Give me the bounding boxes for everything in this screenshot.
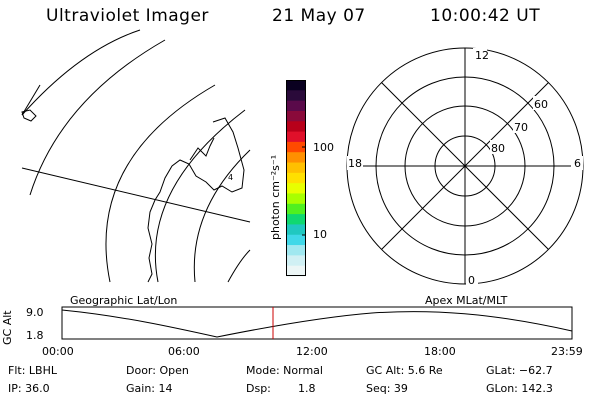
lat-circle-6 bbox=[193, 149, 251, 283]
gc-alt-status: GC Alt: 5.6 Re bbox=[366, 364, 443, 377]
colorbar-swatch bbox=[286, 80, 306, 91]
colorbar-swatch bbox=[286, 224, 306, 236]
gain-status: Gain: 14 bbox=[126, 382, 173, 395]
colorbar-border bbox=[286, 80, 306, 276]
colorbar-swatch bbox=[286, 214, 306, 226]
colorbar-unit-label: photon cm⁻²s⁻¹ bbox=[269, 154, 282, 240]
colorbar-swatch bbox=[286, 245, 306, 256]
mlt-label-18: 18 bbox=[348, 157, 362, 170]
svg-text:4: 4 bbox=[228, 173, 233, 182]
lat-circle-2 bbox=[21, 84, 41, 116]
colorbar-swatch bbox=[286, 152, 306, 164]
mlt-line-diag-2 bbox=[381, 82, 549, 250]
colorbar-swatch bbox=[286, 100, 306, 112]
colorbar-swatch bbox=[286, 90, 306, 102]
dsp-label: Dsp: bbox=[246, 382, 271, 395]
colorbar-swatch bbox=[286, 172, 306, 184]
colorbar-tick-100: 100 bbox=[313, 141, 334, 154]
colorbar-swatch bbox=[286, 121, 306, 133]
timeline-xtick-1200: 12:00 bbox=[296, 345, 328, 358]
colorbar-swatch bbox=[286, 183, 306, 195]
lat-circle-5 bbox=[154, 109, 246, 283]
lat-circle-1 bbox=[21, 29, 141, 116]
polar-grid: 12 18 6 0 60 70 80 bbox=[346, 47, 584, 287]
seq-status: Seq: 39 bbox=[366, 382, 408, 395]
timeline-axis-label: GC Alt bbox=[1, 310, 14, 345]
lat-label-70: 70 bbox=[514, 121, 528, 134]
colorbar-swatch bbox=[286, 255, 306, 267]
meridian-line bbox=[21, 167, 251, 223]
timeline-ytick-top: 9.0 bbox=[26, 306, 44, 319]
glat-status: GLat: −62.7 bbox=[486, 364, 553, 377]
timeline-right-title: Apex MLat/MLT bbox=[425, 294, 508, 307]
mode-status: Mode: Normal bbox=[246, 364, 323, 377]
altitude-curve bbox=[61, 309, 573, 338]
filter-status: Flt: LBHL bbox=[8, 364, 57, 377]
glon-status: GLon: 142.3 bbox=[486, 382, 553, 395]
lat-circle-3 bbox=[29, 39, 166, 196]
timeline-xtick-1800: 18:00 bbox=[424, 345, 456, 358]
mlt-label-6: 6 bbox=[574, 157, 581, 170]
lat-circle-7 bbox=[227, 249, 251, 283]
colorbar-swatch bbox=[286, 162, 306, 174]
door-status: Door: Open bbox=[126, 364, 189, 377]
timeline-plot bbox=[61, 306, 573, 340]
colorbar-swatch bbox=[286, 265, 306, 277]
lat-label-60: 60 bbox=[534, 98, 548, 111]
timeline-xtick-0000: 00:00 bbox=[42, 345, 74, 358]
colorbar-swatch bbox=[286, 234, 306, 246]
coastline-main bbox=[147, 117, 245, 283]
ip-status: IP: 36.0 bbox=[8, 382, 50, 395]
colorbar-swatch bbox=[286, 141, 306, 153]
instrument-title: Ultraviolet Imager bbox=[46, 6, 209, 26]
colorbar-swatch bbox=[286, 193, 306, 205]
time-label: 10:00:42 UT bbox=[430, 6, 541, 26]
mlt-label-12: 12 bbox=[475, 49, 489, 62]
dsp-value: 1.8 bbox=[298, 382, 316, 395]
timeline-xtick-0600: 06:00 bbox=[168, 345, 200, 358]
date-label: 21 May 07 bbox=[272, 6, 366, 26]
lat-circle-4 bbox=[105, 84, 216, 283]
colorbar-swatch bbox=[286, 110, 306, 122]
coastline-inner bbox=[189, 137, 215, 161]
lat-label-80: 80 bbox=[491, 142, 505, 155]
timeline-ytick-bottom: 1.8 bbox=[26, 329, 44, 342]
colorbar-swatch bbox=[286, 203, 306, 215]
intensity-colorbar bbox=[286, 80, 306, 277]
geographic-map: 4 bbox=[21, 29, 251, 283]
mlt-label-0: 0 bbox=[468, 274, 475, 287]
coastline-island bbox=[21, 109, 37, 122]
timeline-xtick-2359: 23:59 bbox=[551, 345, 583, 358]
timeline-left-title: Geographic Lat/Lon bbox=[70, 294, 178, 307]
colorbar-tick-10: 10 bbox=[313, 228, 327, 241]
colorbar-swatch bbox=[286, 131, 306, 143]
